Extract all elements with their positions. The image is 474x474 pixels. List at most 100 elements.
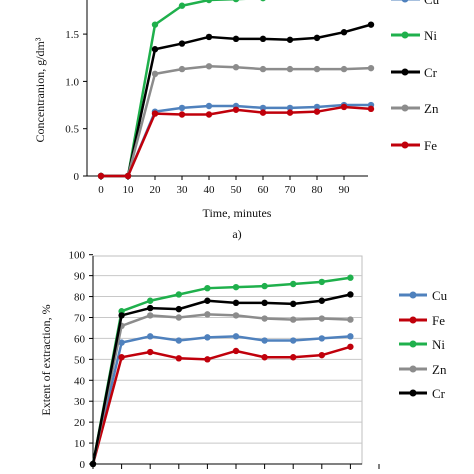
chart-a-x-tick-label: 80 [312,184,324,196]
chart-a-y-tick-label: 1.0 [65,76,79,88]
chart-b-y-tick-label: 60 [74,333,86,345]
chart-a-data-point-ni [151,21,159,28]
chart-a-data-point-cr [367,21,375,28]
chart-b-data-point-cu [232,333,240,340]
chart-a-legend-marker-fe [401,141,409,149]
chart-a-x-tick-label: 30 [177,184,189,196]
chart-b-y-tick-label: 30 [74,396,86,408]
chart-a-x-tick-label: 70 [285,184,297,196]
chart-b-data-point-zn [232,312,240,319]
chart-b-data-point-cr [290,300,297,308]
chart-a-legend-label-ni: Ni [424,28,437,43]
chart-a-data-point-fe [286,109,294,116]
chart-a-data-point-zn [259,65,267,73]
chart-a-y-tick-label: 0 [74,171,80,183]
chart-a-legend-label-cu: Cu [424,0,440,7]
chart-b-data-point-cu [290,337,297,344]
chart-a-data-point-zn [232,64,240,71]
chart-a-data-point-ni [178,2,186,9]
chart-b-data-point-zn [290,316,297,323]
chart-a-legend-marker-ni [401,31,409,39]
chart-b-data-point-fe [290,354,297,361]
chart-b-legend-label-zn: Zn [432,362,447,377]
chart-b-ylabel: Extent of extraction, % [39,304,53,415]
chart-b-data-point-fe [347,343,354,350]
chart-b-data-point-zn [175,314,182,321]
chart-a-y-tick-label: 1.5 [65,29,79,41]
chart-a-data-point-zn [340,65,348,73]
chart-a-legend-label-fe: Fe [424,138,437,153]
chart-b-data-point-cr [175,305,182,313]
chart-a-x-tick-label: 90 [339,184,351,196]
chart-b-y-tick-label: 10 [74,438,86,450]
chart-a-xlabel: Time, minutes [203,206,272,220]
chart-a-x-tick-label: 0 [98,184,104,196]
chart-b-data-point-fe [147,348,154,356]
chart-a-legend-marker-cu [401,0,409,3]
chart-b-data-point-ni [204,284,211,292]
chart-b-y-tick-label: 50 [74,354,86,366]
chart-b-data-point-cu [318,335,325,342]
chart-b-y-tick-label: 80 [74,292,86,304]
chart-b-legend-label-ni: Ni [432,337,445,352]
chart-a-x-tick-label: 10 [123,184,135,196]
chart-a-data-point-cu [313,103,321,111]
chart-b-data-point-cr [118,312,125,319]
chart-b-y-tick-label: 90 [74,271,86,283]
chart-a-data-point-fe [205,111,213,118]
chart-b-legend-marker-ni [409,340,417,348]
chart-b-data-point-cu [204,334,211,341]
chart-b-series-line-ni [91,276,351,465]
chart-b-data-point-cr [261,299,268,307]
chart-b-data-point-fe [118,354,125,361]
chart-b-data-point-ni [290,280,297,288]
chart-a-data-point-cr [205,33,213,41]
chart-a-data-point-zn [178,65,186,73]
chart-b-data-point-cu [347,333,354,340]
chart-a-data-point-zn [367,64,375,72]
chart-b-series-line-cu [91,335,351,465]
chart-b: Extent of extraction, % 0 10 20 30 40 50 60 70 8… [39,250,448,471]
chart-b-data-point-cr [232,299,240,307]
chart-b-data-point-cr [147,304,154,312]
chart-b-series-line-zn [91,313,351,465]
chart-a-data-point-cr [259,35,267,43]
chart-b-y-tick-label: 0 [80,459,86,471]
chart-b-data-point-ni [347,274,354,281]
chart-a-data-point-cr [313,34,321,42]
chart-b-data-point-zn [318,315,325,322]
chart-a-data-point-cr [286,36,294,43]
chart-a-data-point-zn [286,65,294,73]
chart-b-y-tick-label: 40 [74,375,86,387]
chart-b-series-line-cr [91,293,351,465]
chart-b-data-point-cr [89,460,97,468]
chart-a-data-point-ni [260,0,266,2]
chart-b-legend-marker-zn [409,365,417,373]
chart-a-data-point-ni [205,0,213,4]
chart-b-data-point-fe [204,356,211,363]
chart-b-legend-marker-cu [409,291,417,299]
chart-a-x-tick-label: 20 [150,184,162,196]
chart-b-data-point-ni [147,297,154,304]
chart-a-legend-label-cr: Cr [424,65,438,80]
chart-a-data-point-cr [340,29,348,36]
chart-a-data-point-zn [151,70,159,78]
chart-b-data-point-cu [261,337,268,344]
chart-b-data-point-fe [175,355,182,362]
chart-b-legend-marker-fe [409,316,417,324]
chart-b-data-point-zn [261,315,268,322]
chart-b-data-point-cr [204,297,211,304]
chart-a-data-point-fe [259,109,267,116]
chart-b-data-point-ni [318,278,325,286]
chart-b-data-point-ni [175,291,182,298]
chart-b-legend-label-cu: Cu [432,288,448,303]
chart-a-legend-label-zn: Zn [424,101,439,116]
chart-b-data-point-cu [118,339,125,346]
chart-a-y-tick-label: 0.5 [65,124,79,136]
chart-b-data-point-fe [318,351,325,359]
chart-b-data-point-cu [175,337,182,344]
chart-a-panel-label: a) [232,227,241,241]
chart-a-data-point-fe [178,111,186,118]
chart-b-data-point-zn [147,312,154,319]
